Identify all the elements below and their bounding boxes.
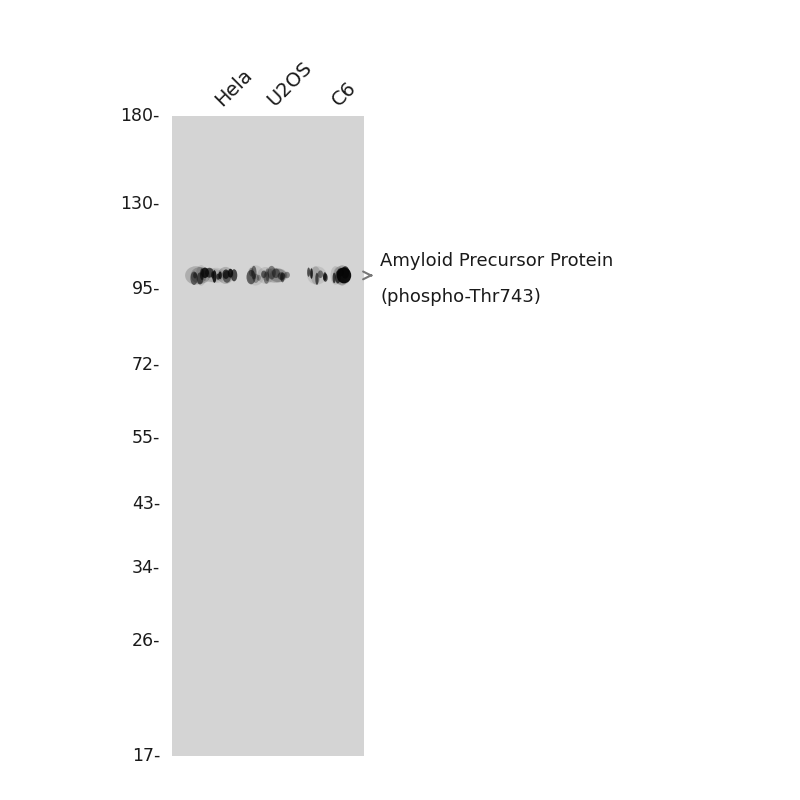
Ellipse shape [337, 267, 351, 283]
Ellipse shape [261, 268, 287, 282]
Ellipse shape [222, 271, 231, 283]
Text: 130-: 130- [121, 195, 160, 214]
Ellipse shape [231, 270, 238, 282]
Ellipse shape [185, 266, 206, 285]
Ellipse shape [218, 272, 222, 278]
Bar [172, 116, 364, 756]
Ellipse shape [278, 272, 286, 280]
Ellipse shape [267, 266, 276, 279]
Ellipse shape [307, 267, 310, 277]
Ellipse shape [212, 270, 217, 282]
Text: 180-: 180- [121, 107, 160, 125]
Ellipse shape [253, 274, 259, 283]
Ellipse shape [211, 271, 214, 278]
Text: 17-: 17- [132, 747, 160, 765]
Text: 55-: 55- [132, 429, 160, 446]
Ellipse shape [337, 268, 344, 276]
Ellipse shape [247, 266, 264, 286]
Text: Hela: Hela [212, 65, 257, 110]
Ellipse shape [333, 273, 336, 283]
Ellipse shape [281, 273, 285, 282]
Text: 34-: 34- [132, 559, 160, 577]
Ellipse shape [311, 266, 321, 285]
Ellipse shape [205, 268, 214, 278]
Ellipse shape [257, 274, 261, 281]
Ellipse shape [337, 265, 347, 286]
Ellipse shape [335, 270, 341, 283]
Ellipse shape [228, 269, 233, 278]
Text: C6: C6 [328, 78, 360, 110]
Ellipse shape [200, 268, 204, 280]
Text: 26-: 26- [131, 632, 160, 650]
Ellipse shape [222, 270, 230, 279]
Ellipse shape [333, 266, 345, 285]
Ellipse shape [318, 270, 323, 278]
Text: 95-: 95- [131, 280, 160, 298]
Ellipse shape [266, 268, 286, 283]
Ellipse shape [193, 272, 197, 278]
Ellipse shape [263, 271, 270, 284]
Ellipse shape [258, 267, 274, 284]
Text: 43-: 43- [132, 495, 160, 514]
Ellipse shape [310, 268, 313, 278]
Ellipse shape [307, 266, 326, 285]
Ellipse shape [284, 272, 290, 278]
Ellipse shape [190, 271, 198, 285]
Ellipse shape [251, 266, 257, 279]
Ellipse shape [323, 272, 326, 281]
Ellipse shape [266, 268, 270, 281]
Ellipse shape [315, 273, 318, 285]
Ellipse shape [270, 269, 287, 282]
Ellipse shape [330, 266, 341, 285]
Ellipse shape [218, 271, 222, 279]
Ellipse shape [201, 267, 209, 278]
Ellipse shape [249, 268, 254, 277]
Text: Amyloid Precursor Protein: Amyloid Precursor Protein [380, 252, 614, 270]
Ellipse shape [196, 265, 206, 286]
Text: 72-: 72- [132, 355, 160, 374]
Text: U2OS: U2OS [264, 58, 316, 110]
Ellipse shape [280, 274, 283, 281]
Ellipse shape [197, 272, 203, 285]
Ellipse shape [200, 269, 224, 282]
Ellipse shape [270, 269, 287, 282]
Ellipse shape [218, 267, 234, 284]
Ellipse shape [206, 268, 226, 283]
Ellipse shape [246, 270, 256, 284]
Ellipse shape [323, 274, 328, 282]
Ellipse shape [190, 267, 210, 284]
Ellipse shape [216, 274, 220, 280]
Ellipse shape [334, 266, 350, 286]
Ellipse shape [261, 270, 266, 278]
Text: (phospho-Thr743): (phospho-Thr743) [380, 288, 541, 306]
Ellipse shape [342, 266, 350, 278]
Ellipse shape [272, 269, 280, 278]
